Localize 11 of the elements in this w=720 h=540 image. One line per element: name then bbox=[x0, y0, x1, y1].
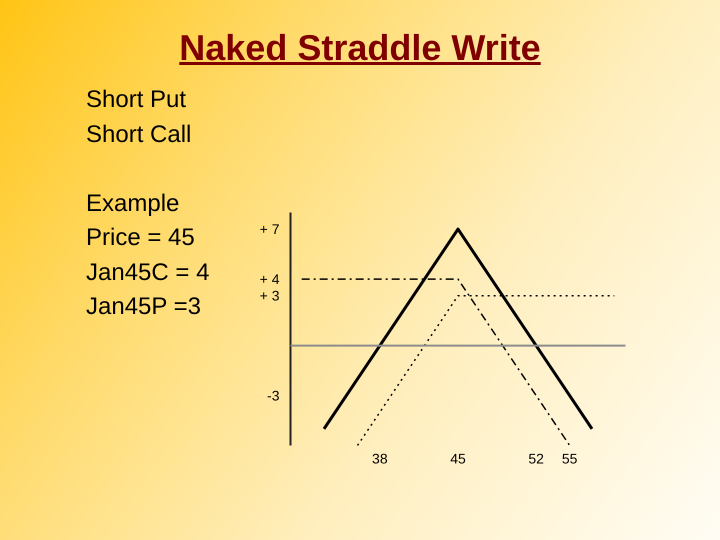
x-tick-label: 52 bbox=[528, 450, 544, 466]
y-tick-label: -3 bbox=[267, 388, 280, 404]
x-tick-label: 55 bbox=[562, 450, 578, 466]
text: Example Price = 45 Jan45C = 4 Jan45P =3 bbox=[86, 188, 210, 322]
chart-title: Naked Straddle Write bbox=[178, 26, 542, 70]
y-tick-label: + 7 bbox=[260, 221, 280, 238]
y-tick-label: + 3 bbox=[260, 288, 280, 304]
text: Short Put Short Call bbox=[86, 85, 192, 150]
x-tick-label: 38 bbox=[372, 450, 388, 466]
y-tick-label: + 4 bbox=[260, 271, 280, 288]
x-tick-label: 45 bbox=[450, 450, 466, 466]
